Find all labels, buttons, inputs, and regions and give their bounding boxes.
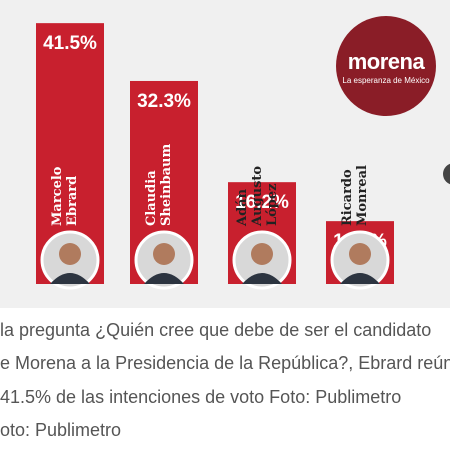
caption-line-3: 41.5% de las intenciones de voto Foto: P…: [0, 387, 450, 408]
candidate-name-2-line-2: Sheinbaum: [159, 144, 174, 226]
avatar-head-2: [153, 243, 175, 265]
caption-line-1: la pregunta ¿Quién cree que debe de ser …: [0, 320, 450, 341]
chart-graphic: 41.5% Marcelo Ebrard 32.3% Claudia Sheinbaum 1…: [0, 0, 450, 308]
candidate-name-3-line-3: López: [265, 183, 280, 226]
value-label-2: 32.3%: [137, 91, 191, 112]
logo-tagline: La esperanza de México: [336, 76, 436, 85]
value-label-1: 41.5%: [43, 33, 97, 54]
logo-name: morena: [336, 49, 436, 75]
caption-line-2: e Morena a la Presidencia de la Repúblic…: [0, 353, 450, 374]
avatar-head-1: [59, 243, 81, 265]
candidate-name-4-line-2: Monreal: [355, 165, 370, 226]
morena-logo: morena La esperanza de México: [336, 16, 436, 116]
caption-line-4: oto: Publimetro: [0, 420, 450, 441]
avatar-head-3: [251, 243, 273, 265]
avatar-head-4: [349, 243, 371, 265]
candidate-name-3-line-1: Adán: [235, 188, 250, 227]
candidate-name-3-line-2: Augusto: [250, 166, 265, 227]
candidate-name-1-line-2: Ebrard: [65, 176, 80, 226]
candidate-name-4-line-1: Ricardo: [340, 169, 355, 226]
candidate-name-1-line-1: Marcelo: [50, 166, 65, 226]
candidate-name-2-line-1: Claudia: [144, 170, 159, 226]
